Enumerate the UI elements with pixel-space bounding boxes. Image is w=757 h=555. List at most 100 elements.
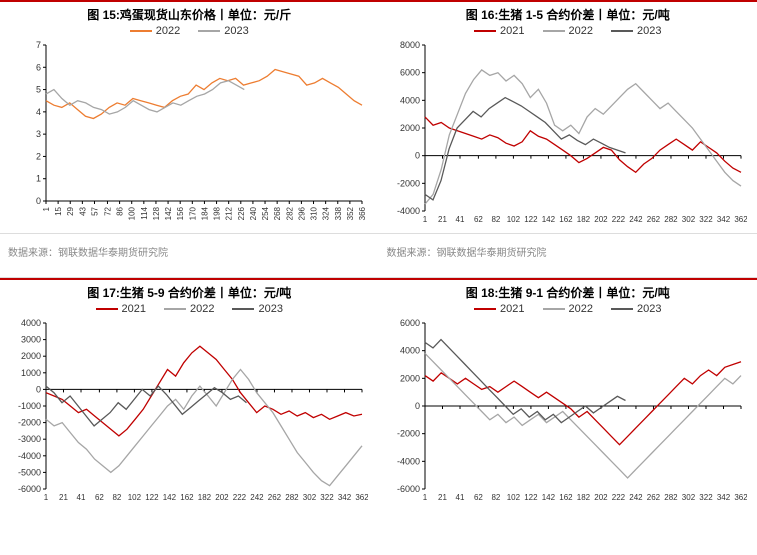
svg-text:122: 122 — [524, 493, 538, 502]
svg-text:6000: 6000 — [399, 318, 419, 328]
svg-text:282: 282 — [285, 493, 299, 502]
legend-item: 2023 — [198, 25, 248, 37]
svg-text:7: 7 — [36, 40, 41, 50]
svg-text:0: 0 — [36, 384, 41, 394]
chart-17-svg: -6000-5000-4000-3000-2000-10000100020003… — [8, 317, 368, 507]
legend-label: 2021 — [122, 303, 146, 315]
svg-text:82: 82 — [112, 493, 121, 502]
chart-title: 图 18:生猪 9-1 合约价差丨单位：元/吨 — [387, 284, 750, 301]
svg-text:322: 322 — [320, 493, 334, 502]
svg-text:0: 0 — [36, 196, 41, 206]
svg-text:240: 240 — [249, 206, 258, 220]
legend-swatch — [164, 308, 186, 310]
svg-text:2: 2 — [36, 151, 41, 161]
svg-text:41: 41 — [455, 493, 464, 502]
legend-15: 2022 2023 — [8, 25, 371, 37]
svg-text:202: 202 — [594, 493, 608, 502]
svg-text:366: 366 — [358, 206, 367, 220]
svg-text:182: 182 — [576, 493, 590, 502]
legend-swatch — [130, 30, 152, 32]
svg-text:102: 102 — [506, 493, 520, 502]
legend-item: 2023 — [232, 303, 282, 315]
legend-item: 2022 — [130, 25, 180, 37]
source-text: 数据来源：钢联数据华泰期货研究院 — [379, 234, 757, 277]
legend-item: 2022 — [164, 303, 214, 315]
svg-text:282: 282 — [285, 206, 294, 220]
svg-text:268: 268 — [273, 206, 282, 220]
legend-item: 2023 — [611, 303, 661, 315]
chart-grid: 图 15:鸡蛋现货山东价格丨单位：元/斤 20222023 0123456711… — [0, 0, 757, 511]
svg-text:212: 212 — [225, 206, 234, 220]
svg-text:62: 62 — [95, 493, 104, 502]
svg-text:1: 1 — [422, 493, 427, 502]
source-row: 数据来源：钢联数据华泰期货研究院 数据来源：钢联数据华泰期货研究院 — [0, 233, 757, 278]
svg-text:262: 262 — [268, 493, 282, 502]
svg-text:2000: 2000 — [399, 373, 419, 383]
svg-text:-2000: -2000 — [396, 429, 419, 439]
svg-text:4000: 4000 — [21, 318, 41, 328]
legend-item: 2023 — [611, 25, 661, 37]
svg-text:-6000: -6000 — [18, 484, 41, 494]
svg-text:-3000: -3000 — [18, 434, 41, 444]
svg-text:41: 41 — [77, 493, 86, 502]
panel-15: 图 15:鸡蛋现货山东价格丨单位：元/斤 20222023 0123456711… — [0, 0, 379, 233]
svg-text:-4000: -4000 — [396, 206, 419, 216]
panel-16: 图 16:生猪 1-5 合约价差丨单位：元/吨 202120222023 -40… — [379, 0, 757, 233]
legend-label: 2023 — [258, 303, 282, 315]
chart-16-svg: -4000-2000020004000600080001214162821021… — [387, 39, 747, 229]
svg-text:3000: 3000 — [21, 335, 41, 345]
svg-text:1000: 1000 — [21, 368, 41, 378]
svg-text:21: 21 — [438, 215, 447, 224]
source-text: 数据来源：钢联数据华泰期货研究院 — [0, 234, 379, 277]
legend-label: 2022 — [156, 25, 180, 37]
svg-text:324: 324 — [322, 206, 331, 220]
svg-text:322: 322 — [699, 215, 713, 224]
svg-text:242: 242 — [629, 493, 643, 502]
svg-text:-2000: -2000 — [18, 418, 41, 428]
legend-item: 2021 — [474, 303, 524, 315]
svg-text:296: 296 — [297, 206, 306, 220]
svg-text:184: 184 — [200, 206, 209, 220]
svg-text:21: 21 — [59, 493, 68, 502]
legend-item: 2021 — [96, 303, 146, 315]
svg-text:242: 242 — [629, 215, 643, 224]
svg-text:342: 342 — [716, 493, 730, 502]
panel-17: 图 17:生猪 5-9 合约价差丨单位：元/吨 2021 2022 2023 -60… — [0, 278, 379, 511]
svg-text:2000: 2000 — [21, 351, 41, 361]
legend-swatch — [543, 30, 565, 32]
svg-text:0: 0 — [414, 151, 419, 161]
svg-text:1: 1 — [422, 215, 427, 224]
legend-16: 202120222023 — [387, 25, 750, 37]
svg-text:4: 4 — [36, 107, 41, 117]
svg-text:262: 262 — [646, 215, 660, 224]
svg-text:-6000: -6000 — [396, 484, 419, 494]
panel-18: 图 18:生猪 9-1 合约价差丨单位：元/吨 202120222023 -60… — [379, 278, 757, 511]
legend-swatch — [198, 30, 220, 32]
legend-swatch — [96, 308, 118, 310]
svg-text:170: 170 — [188, 206, 197, 220]
svg-text:-4000: -4000 — [18, 451, 41, 461]
svg-text:310: 310 — [310, 206, 319, 220]
svg-text:-5000: -5000 — [18, 467, 41, 477]
svg-text:62: 62 — [473, 493, 482, 502]
legend-swatch — [543, 308, 565, 310]
svg-text:142: 142 — [541, 493, 555, 502]
legend-item: 2022 — [543, 25, 593, 37]
svg-text:352: 352 — [346, 206, 355, 220]
svg-text:142: 142 — [163, 493, 177, 502]
svg-text:0: 0 — [414, 401, 419, 411]
svg-text:72: 72 — [103, 206, 112, 215]
chart-title: 图 17:生猪 5-9 合约价差丨单位：元/吨 — [8, 284, 371, 301]
svg-text:82: 82 — [491, 493, 500, 502]
svg-text:182: 182 — [576, 215, 590, 224]
legend-18: 202120222023 — [387, 303, 750, 315]
svg-text:114: 114 — [140, 206, 149, 219]
legend-swatch — [611, 30, 633, 32]
svg-text:302: 302 — [681, 215, 695, 224]
svg-text:15: 15 — [54, 206, 63, 215]
svg-text:100: 100 — [128, 206, 137, 220]
legend-17: 2021 2022 2023 — [8, 303, 371, 315]
legend-swatch — [474, 308, 496, 310]
svg-text:4000: 4000 — [399, 346, 419, 356]
svg-text:4000: 4000 — [399, 95, 419, 105]
